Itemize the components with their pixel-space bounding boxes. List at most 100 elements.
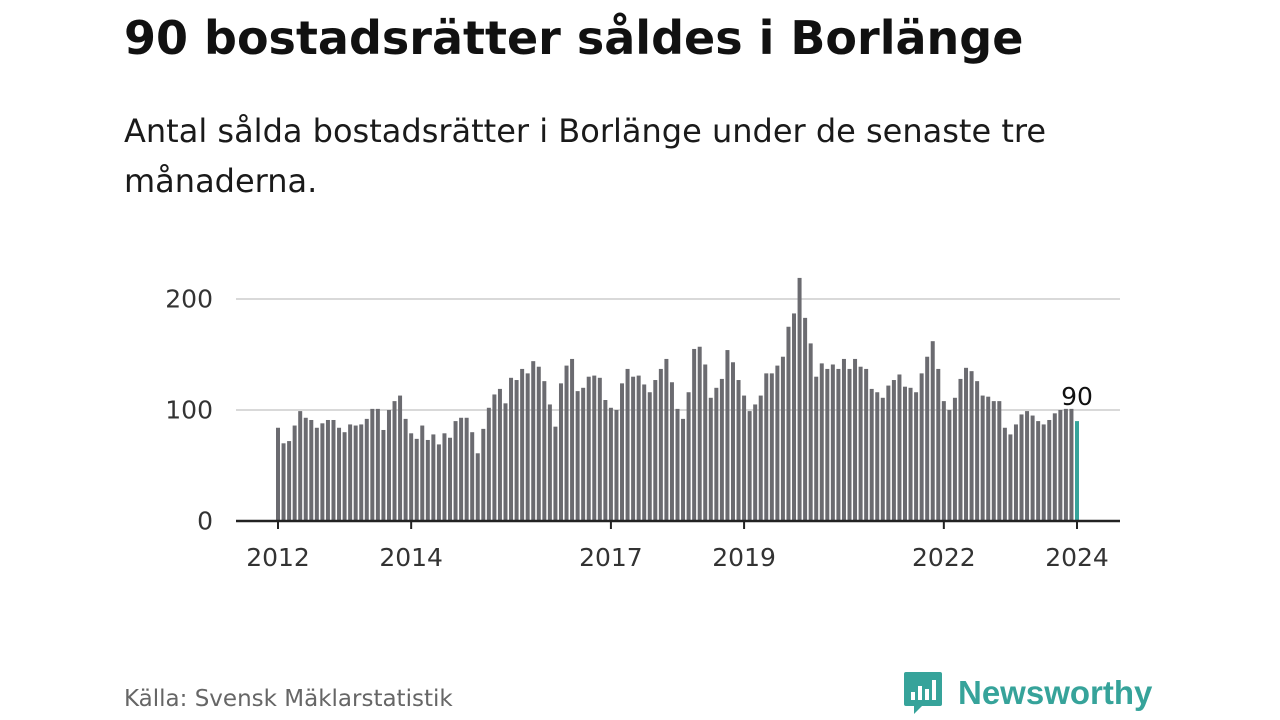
chart-title: 90 bostadsrätter såldes i Borlänge — [124, 11, 1024, 65]
x-tick-label: 2017 — [579, 543, 643, 572]
bar — [941, 401, 946, 521]
bar — [448, 437, 453, 521]
bar — [1058, 410, 1063, 521]
bar — [908, 387, 913, 521]
bar — [503, 403, 508, 521]
bar — [669, 382, 674, 521]
bar — [975, 381, 980, 521]
bar — [475, 453, 480, 521]
bar — [925, 356, 930, 521]
y-tick-label: 200 — [165, 285, 213, 314]
bar — [348, 424, 353, 521]
bar — [647, 392, 652, 521]
bar — [375, 408, 380, 521]
bar — [353, 425, 358, 521]
bar — [586, 376, 591, 521]
bar — [625, 368, 630, 521]
bar — [875, 392, 880, 521]
bar — [958, 378, 963, 521]
bars — [276, 277, 1079, 521]
bar — [381, 429, 386, 521]
x-tick-label: 2012 — [246, 543, 310, 572]
bar — [398, 395, 403, 521]
bar — [1008, 434, 1013, 521]
bar — [520, 368, 525, 521]
bar — [298, 411, 303, 521]
bar — [497, 388, 502, 521]
bar — [342, 432, 347, 521]
bar — [642, 384, 647, 521]
bar — [486, 407, 491, 521]
bar — [542, 381, 547, 521]
bar — [658, 368, 663, 521]
bar — [553, 426, 558, 521]
bar — [747, 411, 752, 521]
bar — [325, 419, 330, 521]
bar — [425, 439, 430, 521]
bar — [836, 368, 841, 521]
bar — [847, 368, 852, 521]
bar — [736, 380, 741, 521]
bar — [570, 358, 575, 521]
bar — [281, 443, 286, 521]
bar — [314, 427, 319, 521]
bar — [753, 404, 758, 521]
bar — [359, 424, 364, 521]
bar — [1063, 408, 1068, 521]
bar — [964, 367, 969, 521]
bar — [986, 396, 991, 521]
bar — [891, 380, 896, 521]
bar — [914, 392, 919, 521]
bar — [919, 373, 924, 521]
bar — [742, 395, 747, 521]
newsworthy-logo-icon — [904, 672, 942, 714]
bar — [803, 317, 808, 521]
bar — [869, 388, 874, 521]
bar — [936, 368, 941, 521]
bar — [536, 366, 541, 521]
bar — [1041, 424, 1046, 521]
bar — [819, 363, 824, 521]
bar — [1069, 408, 1074, 521]
bar — [758, 395, 763, 521]
bar — [980, 395, 985, 521]
bar — [514, 380, 519, 521]
bar — [564, 365, 569, 521]
last-value-label: 90 — [1061, 382, 1093, 411]
bar — [409, 433, 414, 521]
bar — [730, 362, 735, 521]
bar — [686, 392, 691, 521]
bar — [947, 410, 952, 521]
bar — [309, 419, 314, 521]
bar — [431, 434, 436, 521]
bar — [303, 417, 308, 521]
bar — [1002, 427, 1007, 521]
bar — [453, 421, 458, 521]
bar — [509, 377, 514, 521]
bar — [581, 387, 586, 521]
bar — [531, 361, 536, 521]
bar — [276, 427, 280, 521]
bar — [886, 385, 891, 521]
bar — [703, 364, 708, 521]
bar — [636, 375, 641, 521]
bar — [459, 417, 464, 521]
bar — [841, 358, 846, 521]
bar — [1047, 419, 1052, 521]
bar — [769, 373, 774, 521]
bar — [697, 346, 702, 521]
bar — [592, 375, 597, 521]
bar — [1030, 415, 1035, 521]
bar — [792, 313, 797, 521]
bar — [386, 410, 391, 521]
x-tick-label: 2024 — [1045, 543, 1109, 572]
bar — [775, 365, 780, 521]
bar — [620, 383, 625, 521]
bar — [464, 417, 469, 521]
bar — [420, 425, 425, 521]
bar — [830, 364, 835, 521]
bar — [719, 378, 724, 521]
x-tick-label: 2014 — [379, 543, 443, 572]
bar — [492, 394, 497, 521]
